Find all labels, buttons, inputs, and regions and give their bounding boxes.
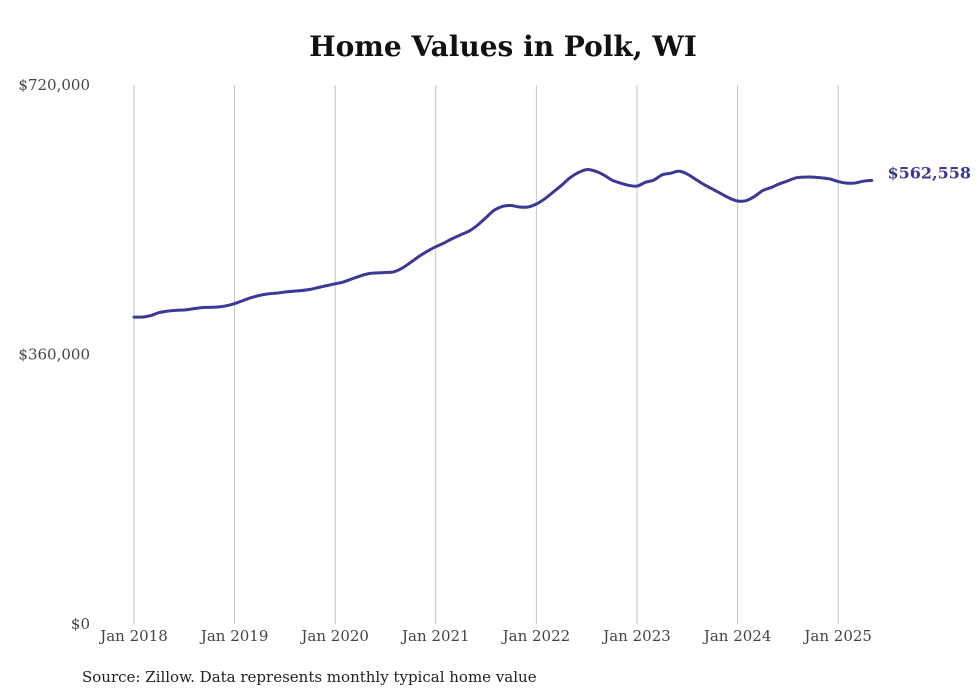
end-value-labels: $562,558 — [888, 163, 972, 182]
x-tick-label: Jan 2022 — [501, 627, 571, 645]
x-tick-label: Jan 2025 — [802, 627, 872, 645]
series-layer — [132, 168, 874, 319]
y-axis-tick-labels: $0 $360,000 $720,000 — [18, 76, 90, 633]
chart-title: Home Values in Polk, WI — [309, 30, 697, 63]
x-tick-label: Jan 2019 — [199, 627, 269, 645]
x-axis-tick-labels: Jan 2018 Jan 2019 Jan 2020 Jan 2021 Jan 2022… — [98, 627, 872, 645]
x-tick-label: Jan 2023 — [601, 627, 671, 645]
end-value-label: $562,558 — [888, 163, 972, 182]
x-tick-label: Jan 2024 — [702, 627, 772, 645]
vertical-gridlines — [133, 85, 839, 624]
y-tick-label: $0 — [71, 615, 90, 633]
x-tick-label: Jan 2021 — [400, 627, 470, 645]
source-note: Source: Zillow. Data represents monthly … — [82, 668, 537, 686]
y-tick-label: $360,000 — [18, 346, 90, 364]
x-tick-label: Jan 2020 — [299, 627, 369, 645]
y-tick-label: $720,000 — [18, 76, 90, 94]
x-tick-label: Jan 2018 — [98, 627, 168, 645]
home-value-series-line — [132, 168, 874, 319]
